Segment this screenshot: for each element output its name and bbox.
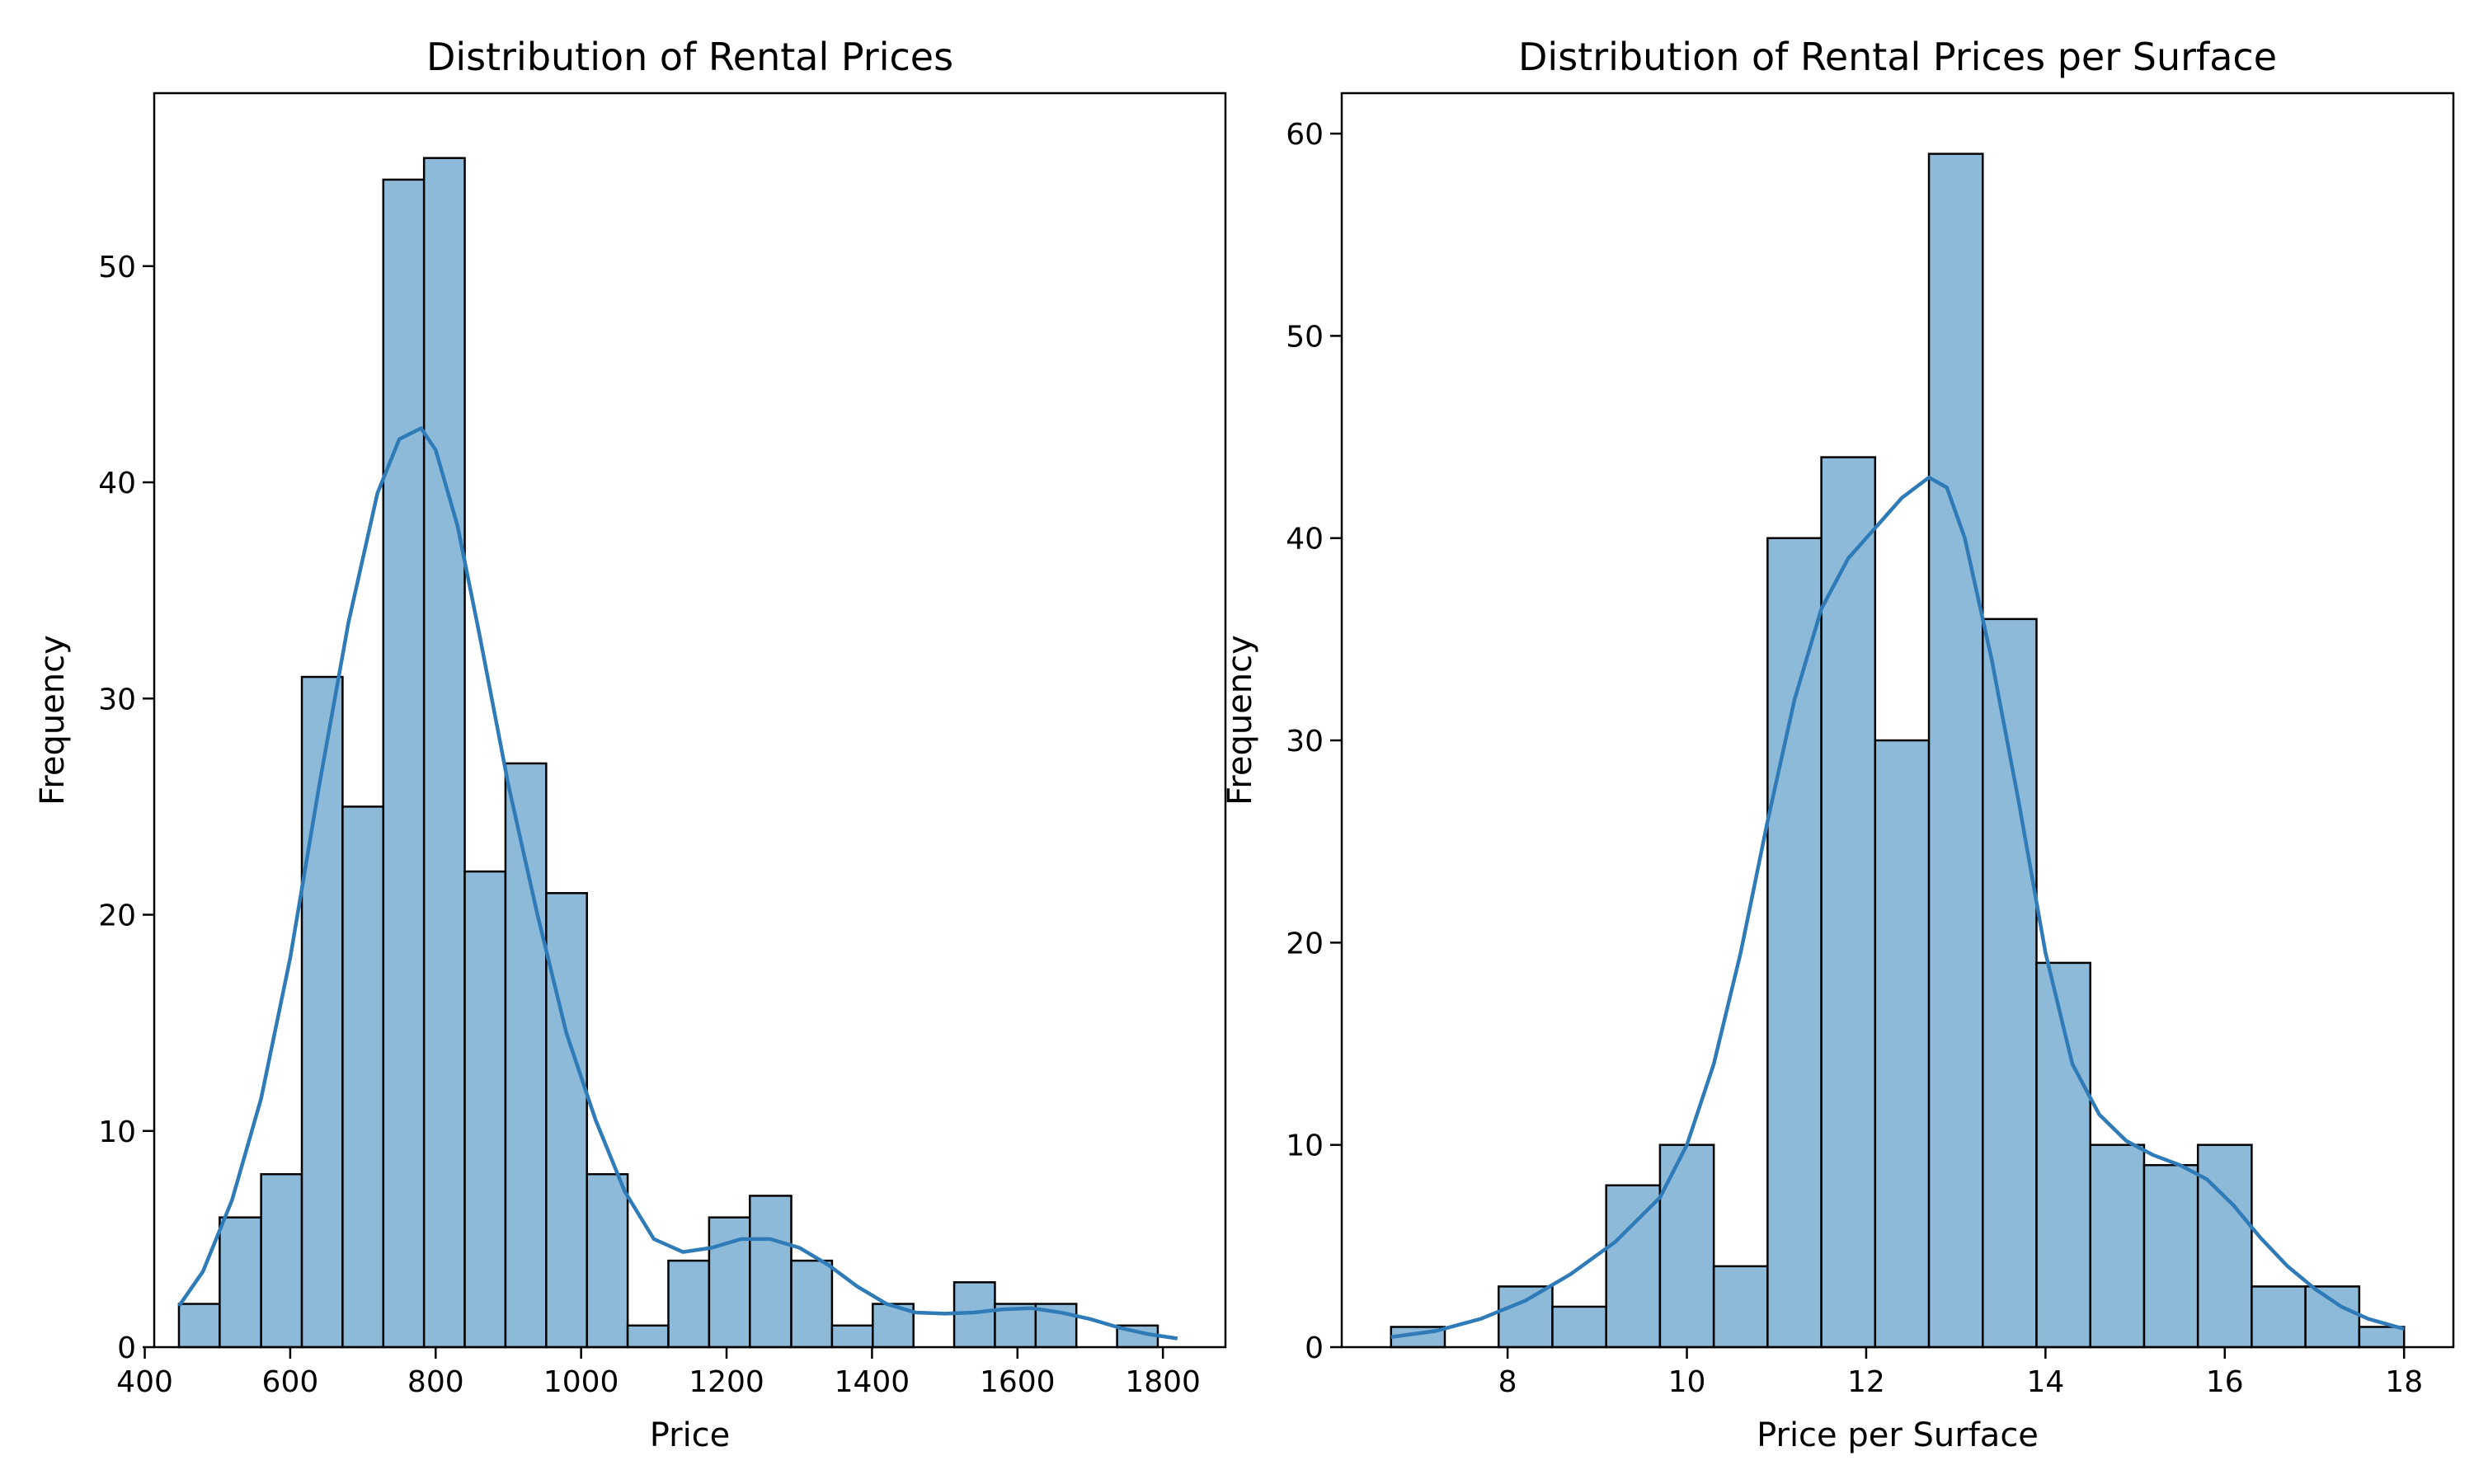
histogram-bar — [260, 1172, 303, 1349]
histogram-bar — [2304, 1285, 2361, 1349]
histogram-bar — [1874, 739, 1931, 1349]
histogram-bar — [341, 805, 385, 1349]
histogram-bar — [790, 1259, 834, 1349]
histogram-bar — [626, 1324, 670, 1349]
x-tick-label: 400 — [116, 1365, 173, 1399]
chart1-title: Distribution of Rental Prices — [426, 35, 953, 79]
x-tick-label: 10 — [1668, 1365, 1706, 1399]
histogram-bar — [830, 1324, 874, 1349]
chart1-x-ticks: 400 600 800 1000 1200 1400 1600 1800 — [116, 1347, 1201, 1399]
x-tick-label: 12 — [1847, 1365, 1885, 1399]
chart2-title: Distribution of Rental Prices per Surfac… — [1518, 35, 2277, 79]
histogram-bar — [1605, 1184, 1662, 1349]
chart-rental-prices-per-surface: 8 10 12 14 16 18 0 10 20 30 40 50 60 Distribution o… — [1221, 35, 2455, 1454]
x-tick-label: 1400 — [835, 1365, 910, 1399]
histogram-bar — [1982, 618, 2038, 1349]
chart2-x-axis-label: Price per Surface — [1757, 1416, 2039, 1454]
histogram-bar — [2358, 1326, 2406, 1349]
histogram-bar — [219, 1216, 262, 1349]
histogram-bar — [667, 1259, 711, 1349]
histogram-bar — [2251, 1285, 2307, 1349]
chart1-y-ticks: 0 10 20 30 40 50 — [98, 251, 154, 1365]
chart1-plot-frame — [153, 92, 1227, 1349]
histogram-bar — [708, 1216, 751, 1349]
histogram-bar — [749, 1195, 793, 1349]
y-tick-label: 30 — [1286, 725, 1324, 758]
histogram-bar — [586, 1172, 629, 1349]
chart2-bars — [1390, 153, 2406, 1349]
y-tick-label: 50 — [1286, 320, 1324, 354]
histogram-bar — [422, 157, 466, 1349]
y-tick-label: 20 — [98, 899, 136, 933]
chart-rental-prices: 400 600 800 1000 1200 1400 1600 1800 0 10 20 30 40 5… — [34, 35, 1227, 1454]
histogram-bar — [2089, 1144, 2146, 1349]
x-tick-label: 1800 — [1125, 1365, 1201, 1399]
y-tick-label: 20 — [1286, 927, 1324, 960]
histogram-bar — [2196, 1144, 2253, 1349]
x-tick-label: 1200 — [689, 1365, 764, 1399]
chart1-kde-line — [177, 426, 1178, 1341]
y-tick-label: 0 — [1305, 1331, 1324, 1365]
chart2-x-ticks: 8 10 12 14 16 18 — [1498, 1347, 2423, 1399]
x-tick-label: 14 — [2026, 1365, 2064, 1399]
y-tick-label: 30 — [98, 683, 136, 716]
chart2-kde-line — [1390, 475, 2405, 1339]
x-tick-label: 1600 — [980, 1365, 1056, 1399]
y-tick-label: 10 — [98, 1115, 136, 1149]
histogram-bar — [545, 892, 588, 1349]
chart1-y-axis-label: Frequency — [34, 635, 72, 805]
y-tick-label: 50 — [98, 251, 136, 284]
histogram-bar — [1551, 1305, 1607, 1349]
chart2-plot-frame — [1340, 92, 2455, 1349]
y-tick-label: 60 — [1286, 118, 1324, 152]
y-tick-label: 10 — [1286, 1129, 1324, 1163]
histogram-bar — [1927, 153, 1984, 1349]
x-tick-label: 16 — [2206, 1365, 2244, 1399]
x-tick-label: 800 — [407, 1365, 464, 1399]
histogram-bar — [1658, 1144, 1715, 1349]
x-tick-label: 8 — [1498, 1365, 1517, 1399]
histogram-bar — [1497, 1285, 1554, 1349]
histogram-bar — [177, 1303, 221, 1349]
chart2-y-ticks: 0 10 20 30 40 50 60 — [1286, 118, 1342, 1365]
y-tick-label: 0 — [117, 1331, 136, 1365]
histogram-bar — [382, 178, 426, 1349]
histogram-bar — [504, 762, 548, 1349]
x-tick-label: 1000 — [543, 1365, 619, 1399]
histogram-bar — [1712, 1265, 1769, 1349]
histogram-bar — [463, 870, 507, 1349]
y-tick-label: 40 — [1286, 523, 1324, 556]
y-tick-label: 40 — [98, 467, 136, 500]
x-tick-label: 600 — [262, 1365, 319, 1399]
histogram-bar — [2142, 1163, 2199, 1349]
chart2-y-axis-label: Frequency — [1221, 635, 1259, 805]
x-tick-label: 18 — [2385, 1365, 2423, 1399]
chart1-x-axis-label: Price — [650, 1416, 731, 1454]
histogram-bar — [1766, 537, 1823, 1349]
chart1-bars — [177, 157, 1159, 1349]
